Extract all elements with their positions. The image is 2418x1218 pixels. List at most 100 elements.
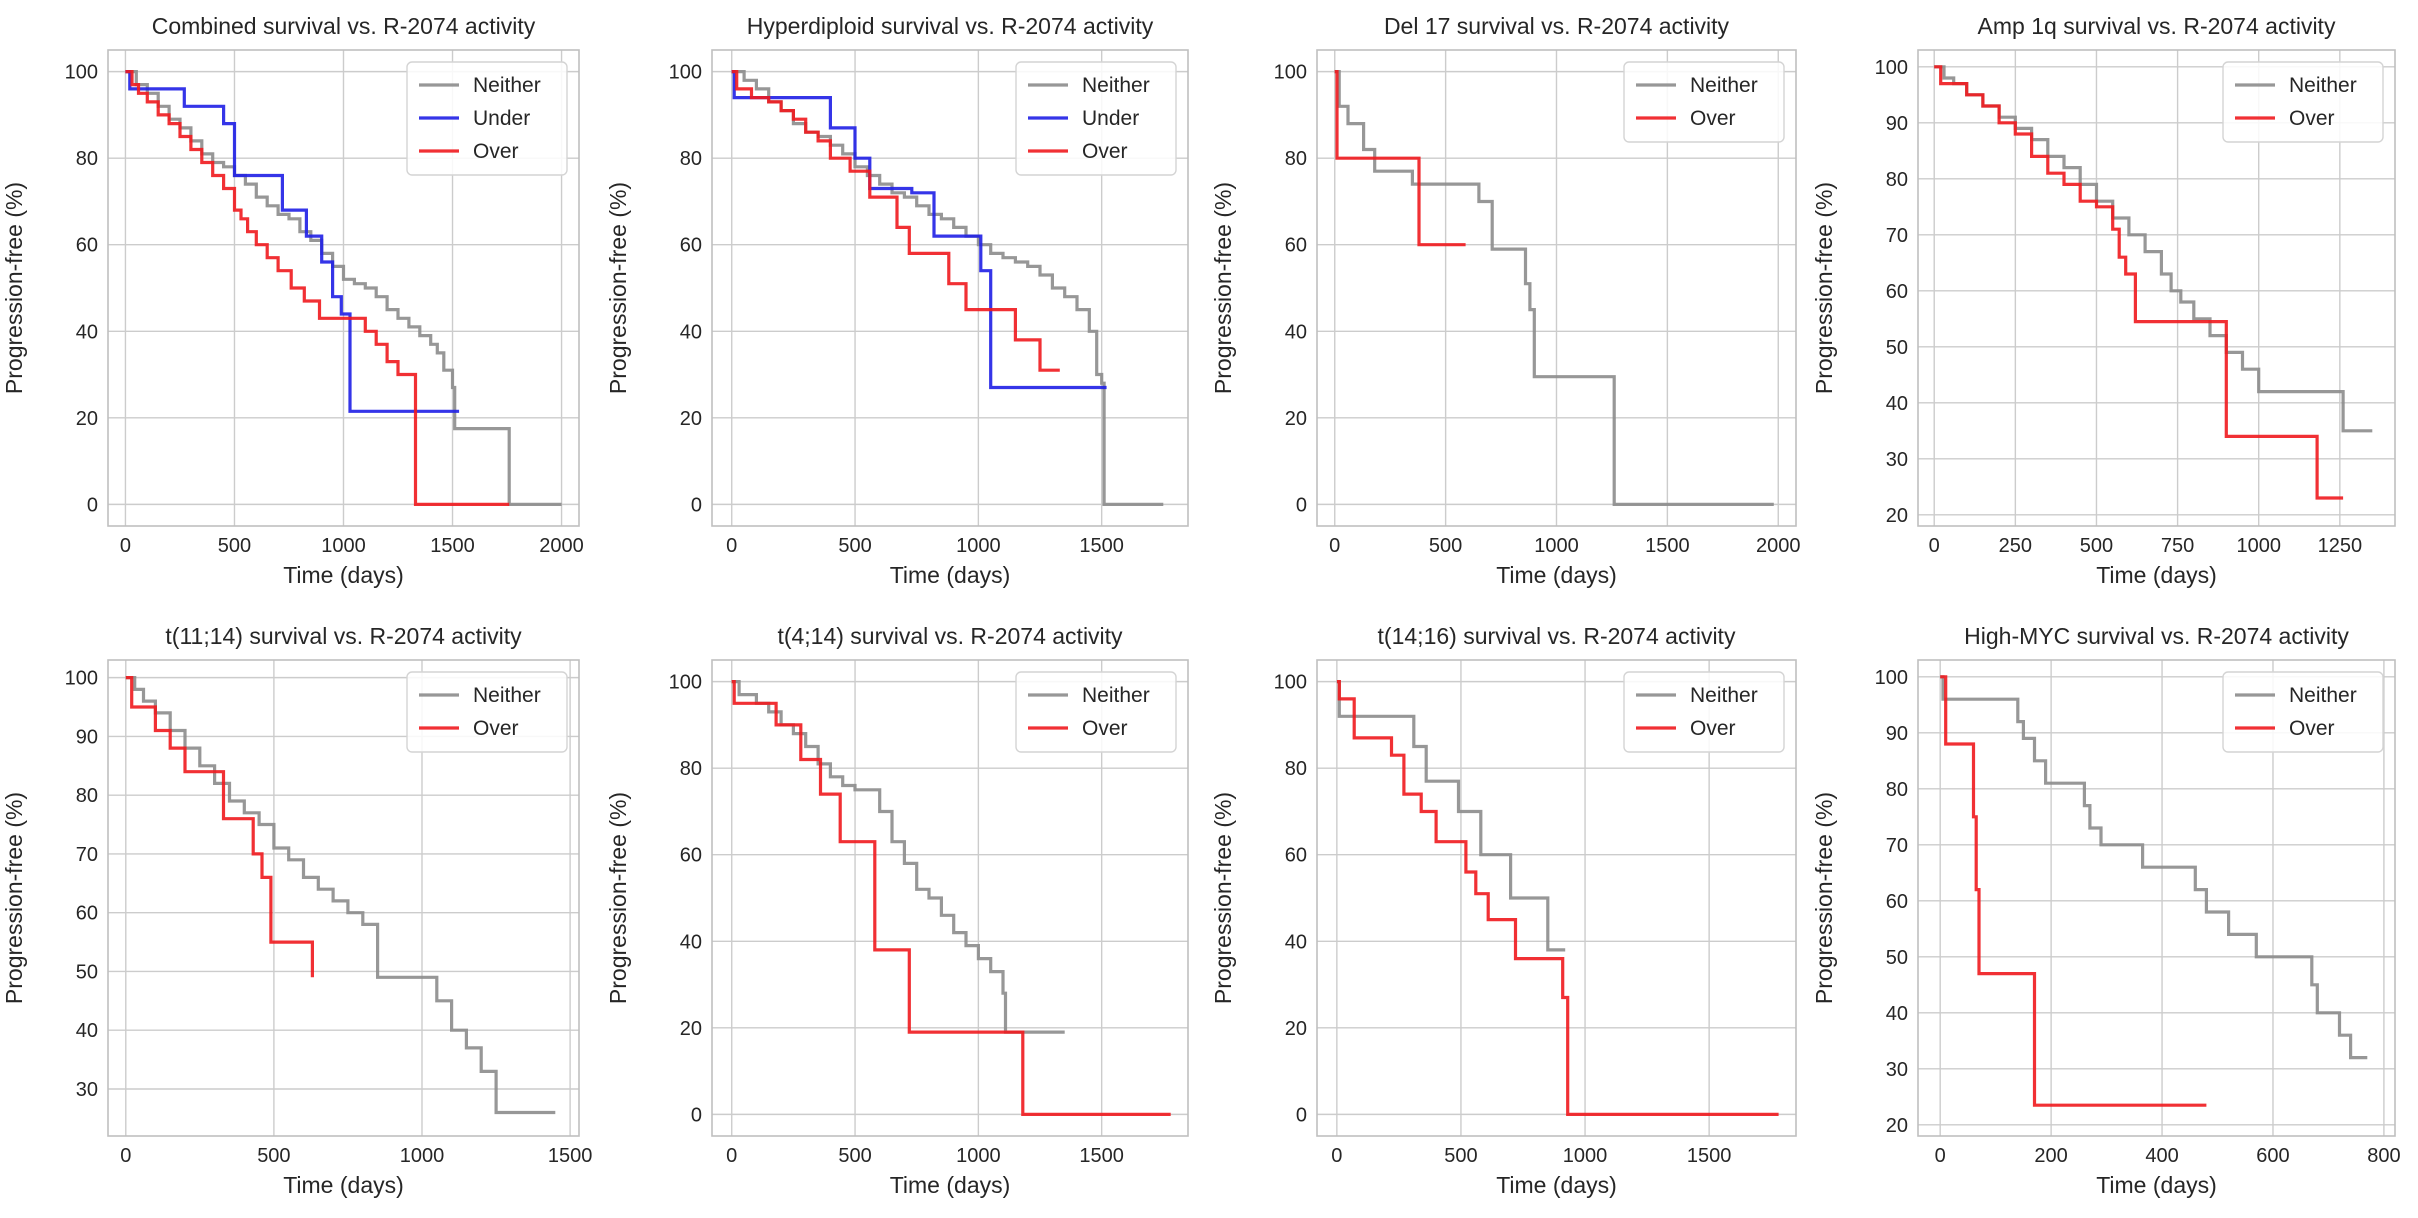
chart-title: t(4;14) survival vs. R-2074 activity: [777, 623, 1123, 649]
legend: Neither Over: [406, 671, 568, 753]
legend-box: [1015, 671, 1177, 753]
series-line-neither: [125, 676, 556, 1115]
y-axis-label: Progression-free (%): [1210, 792, 1236, 1004]
y-tick-label: 100: [669, 672, 702, 694]
y-tick-label: 60: [1886, 281, 1908, 303]
legend-label-over: Over: [1690, 717, 1736, 740]
plot-frame: [1917, 659, 2396, 1137]
y-tick-label: 100: [65, 668, 98, 690]
y-tick-label: 40: [76, 321, 98, 343]
legend-label-over: Over: [473, 717, 519, 740]
legend-box: [2222, 671, 2384, 753]
chart-panel-2: 0 500 1000 1500 0 20 40 60 80 100 Hyperdiploid sur…: [605, 13, 1189, 588]
x-axis-label: Time (days): [890, 562, 1011, 588]
chart-title: High-MYC survival vs. R-2074 activity: [1964, 623, 2349, 649]
x-tick-label: 1500: [1079, 1145, 1124, 1167]
x-tick-label: 500: [838, 1145, 871, 1167]
y-tick-label: 100: [669, 62, 702, 84]
y-tick-label: 20: [1886, 1115, 1908, 1137]
chart-panel-4: 0 250 500 750 1000 1250 20 30 40 50 60 70 80 90 100 Amp…: [1811, 13, 2396, 588]
y-tick-label: 30: [76, 1079, 98, 1101]
x-tick-label: 2000: [539, 535, 584, 557]
series-line-neither: [731, 680, 1065, 1034]
y-tick-label: 0: [1296, 1104, 1307, 1126]
series-line-under: [731, 70, 1107, 390]
y-axis-label: Progression-free (%): [1811, 792, 1837, 1004]
x-tick-label: 1000: [2236, 535, 2281, 557]
chart-panel-7: 0 500 1000 1500 0 20 40 60 80 100 t(14;16) surviva…: [1210, 623, 1797, 1198]
y-tick-label: 100: [1274, 672, 1307, 694]
legend: Neither Over: [1623, 671, 1785, 753]
legend-box: [1623, 671, 1785, 753]
series-line-neither: [1336, 680, 1566, 952]
legend: Neither Over: [1015, 671, 1177, 753]
y-tick-label: 90: [1886, 723, 1908, 745]
y-tick-label: 90: [1886, 113, 1908, 135]
x-tick-label: 0: [120, 535, 131, 557]
plot-frame: [107, 49, 580, 527]
y-axis-label: Progression-free (%): [605, 182, 631, 394]
legend-label-over: Over: [2289, 717, 2335, 740]
y-tick-label: 40: [76, 1020, 98, 1042]
y-tick-label: 20: [1886, 505, 1908, 527]
y-tick-label: 50: [1886, 337, 1908, 359]
x-tick-label: 200: [2034, 1145, 2067, 1167]
y-axis-label: Progression-free (%): [1811, 182, 1837, 394]
x-tick-label: 500: [2080, 535, 2113, 557]
legend-label-over: Over: [1690, 107, 1736, 130]
x-tick-label: 0: [120, 1145, 131, 1167]
legend-label-neither: Neither: [1082, 74, 1150, 97]
y-tick-label: 20: [680, 408, 702, 430]
x-tick-label: 1250: [2318, 535, 2363, 557]
series-line-over: [1336, 680, 1779, 1116]
x-tick-label: 1000: [321, 535, 366, 557]
x-tick-label: 750: [2161, 535, 2194, 557]
y-tick-label: 70: [1886, 225, 1908, 247]
chart-panel-8: 0 200 400 600 800 20 30 40 50 60 70 80 90 100 High-MYC…: [1811, 623, 2401, 1198]
x-tick-label: 0: [1935, 1145, 1946, 1167]
chart-title: Amp 1q survival vs. R-2074 activity: [1978, 13, 2336, 39]
y-tick-label: 40: [680, 931, 702, 953]
x-tick-label: 1500: [1645, 535, 1690, 557]
y-tick-label: 20: [76, 408, 98, 430]
y-tick-label: 50: [1886, 947, 1908, 969]
y-tick-label: 80: [1285, 758, 1307, 780]
x-tick-label: 1500: [548, 1145, 593, 1167]
y-axis-label: Progression-free (%): [1, 182, 27, 394]
x-tick-label: 0: [1929, 535, 1940, 557]
x-tick-label: 500: [257, 1145, 290, 1167]
legend-label-over: Over: [1082, 140, 1128, 163]
legend-label-under: Under: [473, 107, 530, 130]
chart-title: Hyperdiploid survival vs. R-2074 activit…: [747, 13, 1154, 39]
x-tick-label: 0: [726, 535, 737, 557]
x-tick-label: 1000: [1563, 1145, 1608, 1167]
y-tick-label: 80: [680, 758, 702, 780]
series-line-over: [125, 70, 510, 506]
legend-box: [1623, 61, 1785, 143]
x-tick-label: 500: [838, 535, 871, 557]
legend: Neither Under Over: [406, 61, 568, 176]
plot-frame: [107, 659, 580, 1137]
x-tick-label: 600: [2256, 1145, 2289, 1167]
y-axis-label: Progression-free (%): [1210, 182, 1236, 394]
y-tick-label: 60: [680, 845, 702, 867]
plot-frame: [711, 659, 1189, 1137]
y-tick-label: 80: [1886, 169, 1908, 191]
x-tick-label: 0: [726, 1145, 737, 1167]
y-tick-label: 40: [680, 321, 702, 343]
chart-panel-3: 0 500 1000 1500 2000 0 20 40 60 80 100 Del 17 survi…: [1210, 13, 1801, 588]
y-tick-label: 40: [1285, 321, 1307, 343]
legend-label-neither: Neither: [1690, 684, 1758, 707]
x-tick-label: 500: [1444, 1145, 1477, 1167]
chart-title: Combined survival vs. R-2074 activity: [152, 13, 536, 39]
legend: Neither Over: [2222, 61, 2384, 143]
series-line-neither: [1940, 675, 2368, 1060]
legend-box: [1015, 61, 1177, 176]
y-tick-label: 60: [1285, 845, 1307, 867]
series-line-under: [125, 70, 460, 413]
plot-frame: [1316, 659, 1797, 1137]
legend-label-over: Over: [473, 140, 519, 163]
x-tick-label: 2000: [1756, 535, 1801, 557]
x-axis-label: Time (days): [1496, 562, 1617, 588]
y-tick-label: 20: [680, 1018, 702, 1040]
